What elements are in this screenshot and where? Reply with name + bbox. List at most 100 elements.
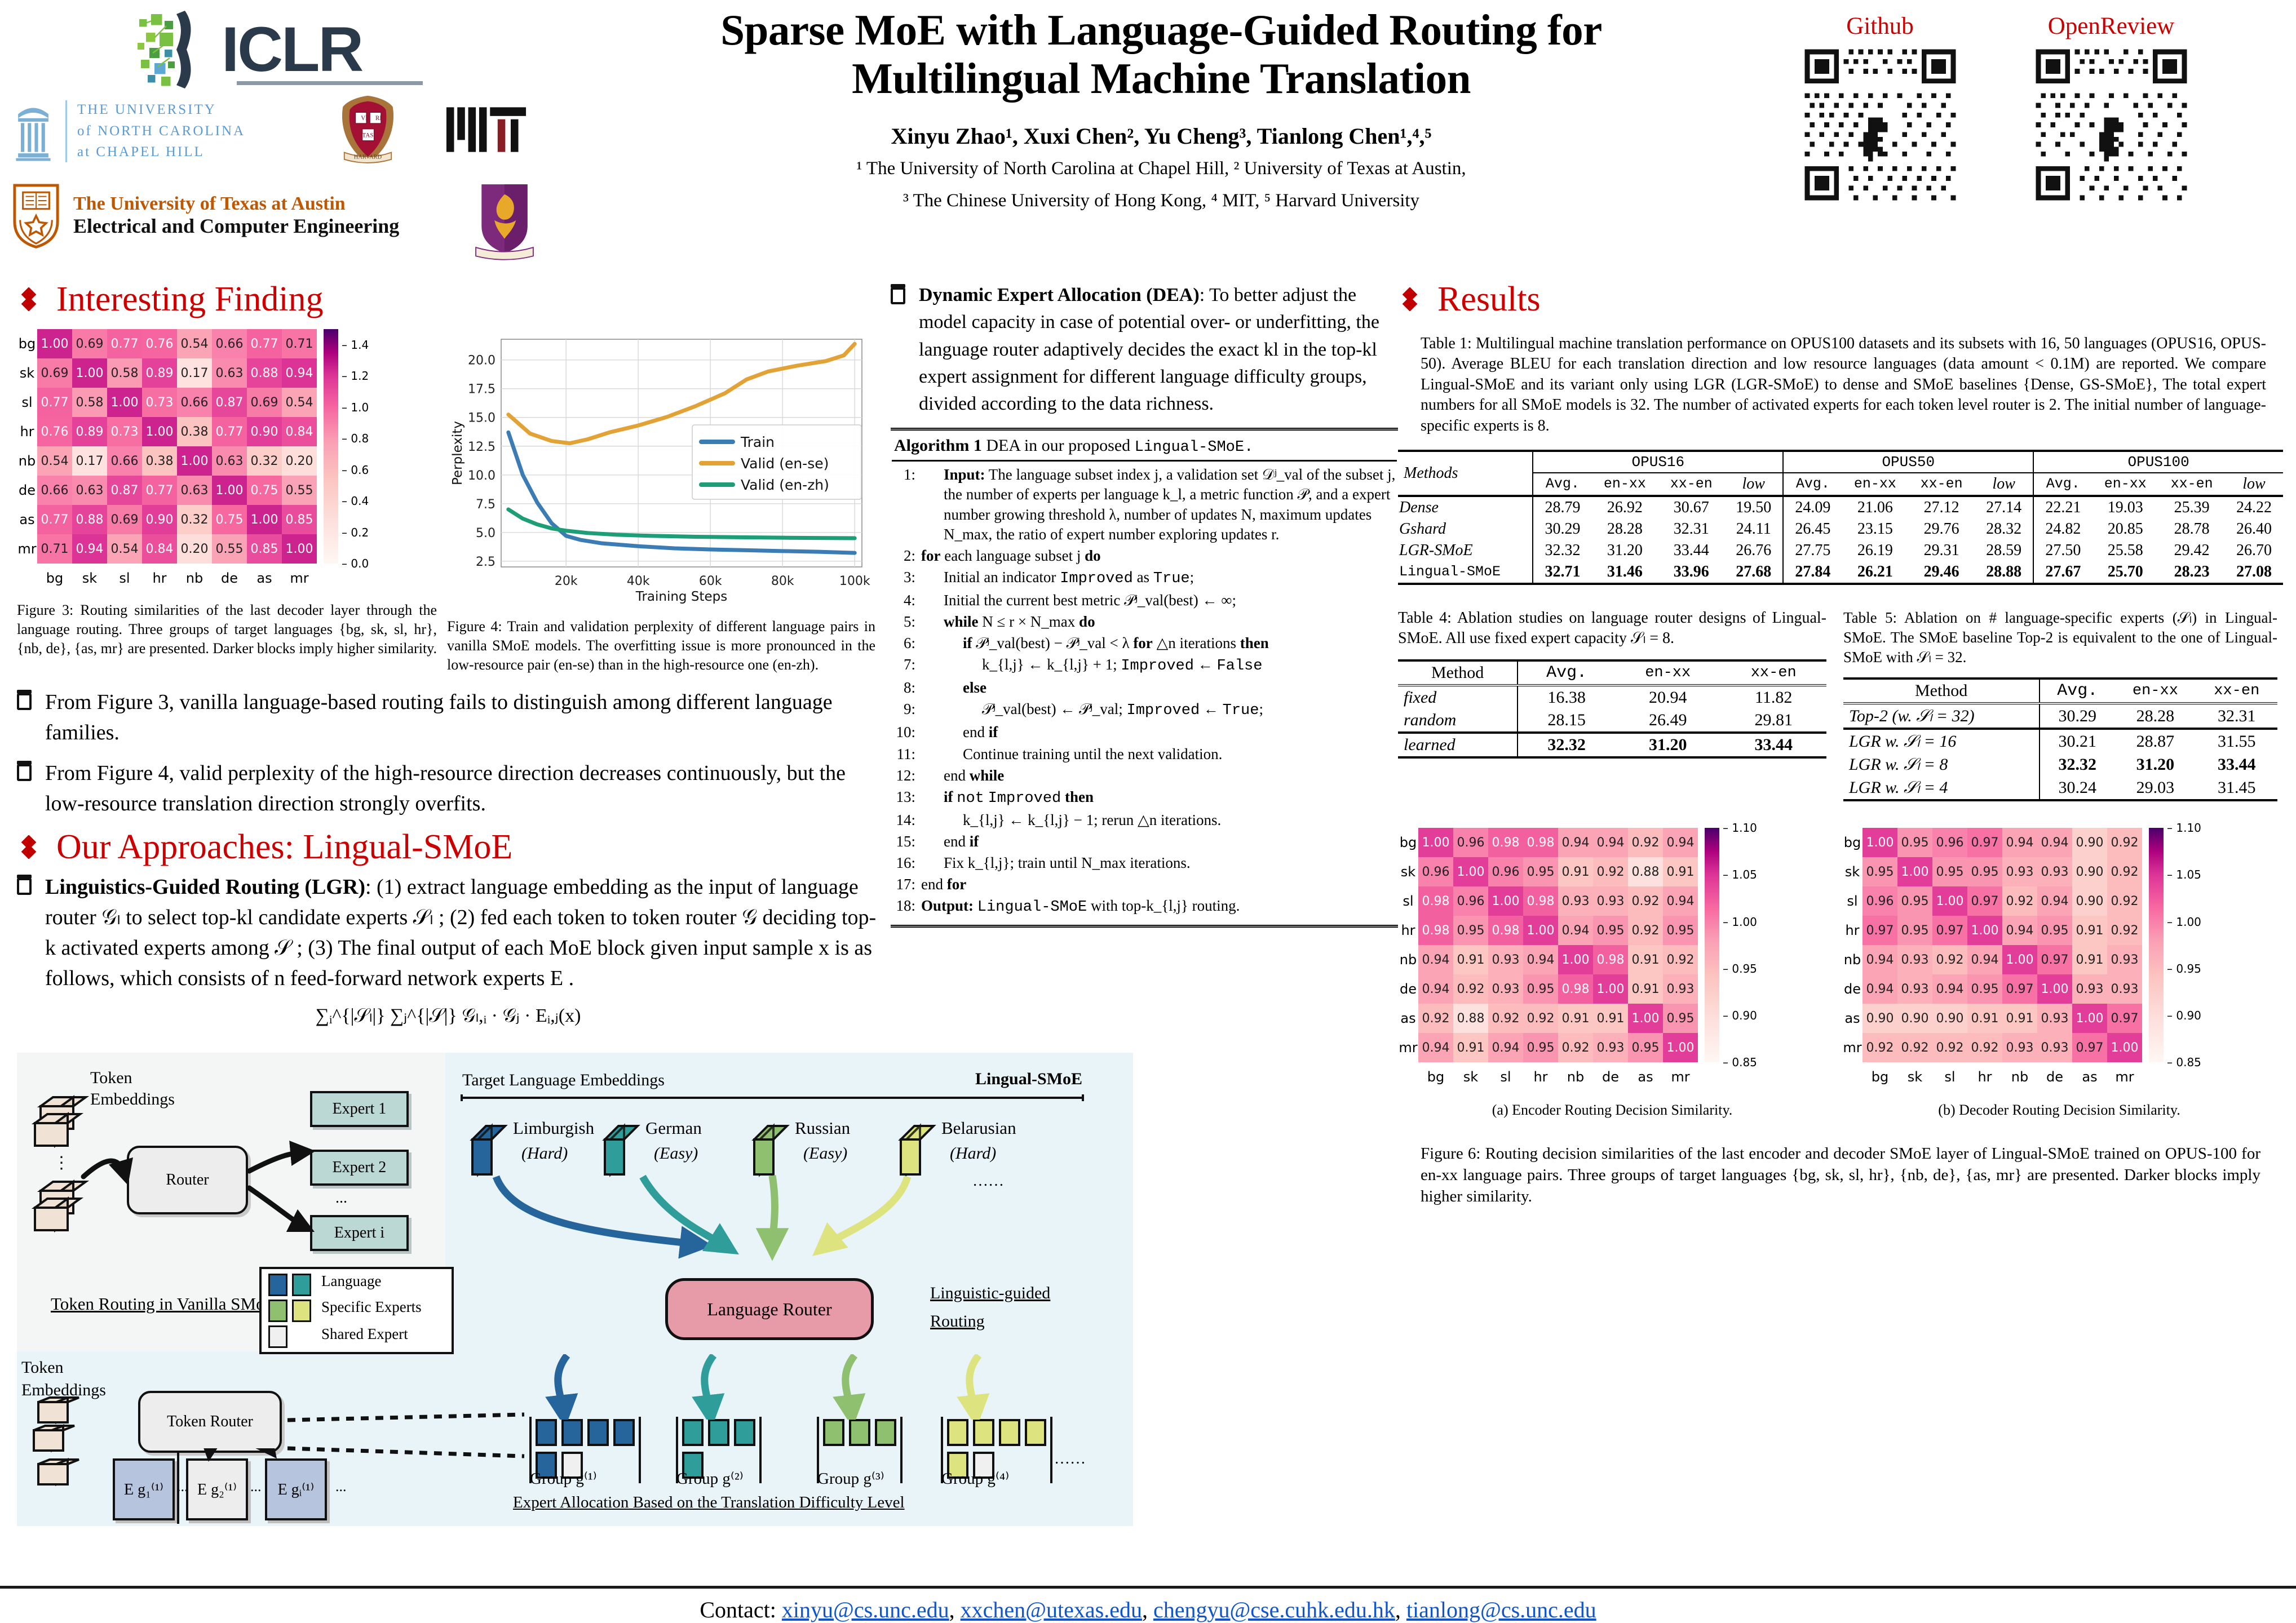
- heatmap-cell: 0.92: [1488, 1004, 1523, 1034]
- group-1-expert-1: [561, 1419, 583, 1447]
- table-1-value-cell: 25.39: [2174, 498, 2210, 516]
- svg-text:12.5: 12.5: [468, 440, 496, 454]
- table-row: LGR-SMoE 32.32 31.20 33.44 26.76 27.75 26.19 29…: [1398, 539, 2283, 561]
- colorbar-tick: – 1.05: [2167, 868, 2201, 882]
- heatmap-cell: 0.93: [1488, 974, 1523, 1004]
- group-4-expert-b1: [973, 1452, 994, 1479]
- table-1-caption-prefix: Table 1:: [1421, 335, 1472, 352]
- heatmap-cell: 0.92: [1593, 857, 1628, 887]
- heatmap-row-label: hr: [1401, 923, 1415, 939]
- heatmap-row-label: sl: [21, 394, 33, 410]
- panelC-embedding-stack-icon: [33, 1396, 79, 1486]
- utexas-wordmark: The University of Texas at Austin Electr…: [73, 193, 399, 238]
- figure-3-caption: Figure 3: Routing similarities of the la…: [17, 601, 437, 658]
- list-item: Dynamic Expert Allocation (DEA): To bett…: [891, 282, 1398, 418]
- table-1-value-cell: 24.22: [2236, 498, 2272, 516]
- group-2-bracket-right: [759, 1417, 762, 1484]
- figure-6b-matrix: bg 1.00 0.95 0.96 0.97 0.94 0.94 0.90 0.92 sk 0.95…: [1842, 828, 2142, 1092]
- panelA-ellipsis-1: ...: [335, 1189, 347, 1207]
- lgr-body: : (1) extract language embedding as the …: [45, 875, 877, 991]
- panelB-lgr-caption-1: Linguistic-guided: [930, 1284, 1051, 1303]
- heatmap-cell: 0.92: [2107, 916, 2142, 946]
- algorithm-line-number: 15:: [896, 832, 915, 850]
- lang-embedding-icon-2: [751, 1123, 790, 1177]
- finding-text-1: From Figure 3, vanilla language-based ro…: [45, 690, 833, 745]
- poster-footer: Contact: xinyu@cs.unc.edu, xxchen@utexas…: [0, 1586, 2296, 1623]
- table-row: as 0.77 0.88 0.69 0.90 0.32 0.75 1.00 0.85: [17, 505, 317, 534]
- table-row: [1843, 799, 2277, 803]
- algorithm-line: 11: Continue training until the next vali…: [892, 744, 1397, 764]
- svg-text:15.0: 15.0: [468, 411, 496, 425]
- qr-github-icon[interactable]: [1799, 45, 1961, 205]
- findings-list: From Figure 3, vanilla language-based ro…: [17, 688, 879, 819]
- panelA-token-embeddings-label-1: Token: [90, 1068, 132, 1088]
- heatmap-cell: 0.96: [1453, 828, 1488, 858]
- table-row: Method Avg. en-xx xx-en: [1843, 679, 2277, 704]
- heatmap-cell: 0.17: [177, 358, 212, 388]
- heatmap-cell: 0.94: [1932, 974, 1967, 1004]
- contact-email-link[interactable]: chengyu@cse.cuhk.edu.hk: [1153, 1597, 1395, 1622]
- table4-value-cell: 20.94: [1648, 688, 1687, 707]
- heatmap-cell: 0.66: [37, 476, 72, 505]
- heatmap-cell: 0.94: [1558, 828, 1593, 858]
- heatmap-cell: 0.91: [2072, 916, 2107, 946]
- heatmap-cell: 0.95: [1967, 857, 2002, 887]
- contact-email-link[interactable]: tianlong@cs.unc.edu: [1406, 1597, 1596, 1622]
- algorithm-line-number: 14:: [896, 811, 915, 828]
- lang-difficulty-0: (Hard): [521, 1144, 568, 1163]
- heatmap-cell: 0.71: [37, 534, 72, 564]
- figure-3-colorbar: – 0.0 – 0.2 – 0.4 – 0.6 – 0.8 – 1.0 – 1.2 – 1.4: [324, 329, 369, 570]
- table-1-group-header: OPUS50: [1782, 450, 2034, 473]
- heatmap-cell: 0.77: [107, 329, 142, 358]
- table-1-caption-text: Multilingual machine translation perform…: [1421, 335, 2266, 434]
- heatmap-cell: 0.94: [2037, 886, 2072, 916]
- unc-line-2: of NORTH CAROLINA: [77, 123, 246, 139]
- heatmap-cell: 0.54: [282, 388, 317, 417]
- heatmap-cell: 0.92: [1628, 828, 1663, 858]
- heatmap-cell: 0.20: [282, 446, 317, 476]
- heatmap-cell: 0.93: [2107, 945, 2142, 975]
- figure-3-matrix: bg 1.00 0.69 0.77 0.76 0.54 0.66 0.77 0.71 sk 0.69…: [17, 329, 317, 593]
- contact-email-link[interactable]: xinyu@cs.unc.edu: [781, 1597, 949, 1622]
- table-row: Methods OPUS16 OPUS50 OPUS100: [1398, 450, 2283, 482]
- heatmap-cell: 0.98: [1523, 886, 1558, 916]
- table-row: bg 1.00 0.96 0.98 0.98 0.94 0.94 0.92 0.94: [1398, 828, 1698, 858]
- table-row: Lingual-SMoE 32.71 31.46 33.96 27.68 27.84 26.…: [1398, 561, 2283, 584]
- heatmap-col-label: sl: [119, 570, 130, 586]
- table4-header: Avg.: [1517, 660, 1615, 685]
- table4-value-cell: 28.15: [1517, 708, 1615, 733]
- heatmap-cell: 0.93: [1897, 945, 1932, 975]
- heatmap-cell: 0.93: [1593, 886, 1628, 916]
- lang-difficulty-3: (Hard): [950, 1144, 997, 1163]
- list-item: Linguistics-Guided Routing (LGR): (1) ex…: [17, 872, 879, 994]
- table-row: bg 1.00 0.95 0.96 0.97 0.94 0.94 0.90 0.92: [1842, 828, 2142, 858]
- table-5-caption-prefix: Table 5:: [1843, 609, 1897, 626]
- heatmap-cell: 0.89: [142, 358, 177, 388]
- group-4-expert-3: [1025, 1419, 1046, 1447]
- qr-github-block[interactable]: Github: [1787, 12, 1973, 205]
- figure-6b-heatmap: bg 1.00 0.95 0.96 0.97 0.94 0.94 0.90 0.92 sk 0.95…: [1842, 821, 2276, 1092]
- algorithm-line-text: if 𝒫ʲ_val(best) − 𝒫ʲ_val < λ for △n iter…: [963, 635, 1269, 652]
- figure-6a-block: bg 1.00 0.96 0.98 0.98 0.94 0.94 0.92 0.94 sk 0.96…: [1398, 821, 1826, 1119]
- table-1-value-cell: 28.79: [1532, 495, 1592, 518]
- qr-openreview-block[interactable]: OpenReview: [2018, 12, 2204, 205]
- table-1-subheader: xx-en: [1670, 476, 1713, 493]
- heatmap-cell: 0.94: [1418, 1033, 1453, 1063]
- svg-text:Train: Train: [740, 434, 775, 450]
- heatmap-row-label: de: [19, 482, 36, 498]
- heatmap-row-label: as: [1844, 1010, 1860, 1027]
- heatmap-row-label: nb: [18, 453, 36, 469]
- colorbar-tick: – 0.2: [342, 525, 369, 539]
- heatmap-cell: 1.00: [1863, 828, 1897, 858]
- heatmap-col-label: sk: [1907, 1069, 1923, 1085]
- contact-email-link[interactable]: xxchen@utexas.edu: [960, 1597, 1142, 1622]
- heatmap-col-label: hr: [1978, 1069, 1992, 1085]
- heatmap-cell: 0.17: [72, 446, 107, 476]
- heatmap-cell: 0.90: [1897, 1004, 1932, 1034]
- panelA-caption: Token Routing in Vanilla SMoE: [51, 1294, 276, 1314]
- heatmap-cell: 0.85: [247, 534, 282, 564]
- qr-openreview-icon[interactable]: [2030, 45, 2192, 205]
- heatmap-cell: 0.92: [1628, 916, 1663, 946]
- table-1-subheader: en-xx: [1853, 476, 1896, 493]
- dea-body: : To better adjust the model capacity in…: [919, 285, 1379, 415]
